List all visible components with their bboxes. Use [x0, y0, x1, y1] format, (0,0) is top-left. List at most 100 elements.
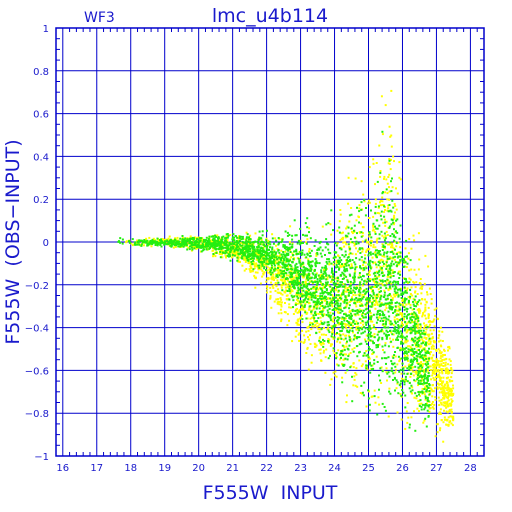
data-point: [316, 280, 319, 283]
data-point: [299, 292, 302, 295]
data-point: [292, 313, 295, 315]
data-point: [272, 273, 275, 276]
data-point: [305, 283, 308, 286]
data-point: [387, 356, 390, 359]
data-point: [395, 230, 397, 233]
data-point: [339, 307, 342, 310]
data-point: [208, 235, 211, 238]
data-point: [291, 254, 294, 257]
data-point: [285, 248, 288, 251]
data-point: [381, 261, 384, 264]
data-point: [346, 235, 349, 238]
data-point: [341, 363, 344, 366]
data-point: [254, 240, 257, 243]
data-point: [307, 302, 310, 305]
data-point: [429, 365, 432, 368]
data-point: [446, 401, 449, 404]
data-point: [395, 208, 398, 211]
data-point: [263, 261, 266, 264]
data-point: [374, 277, 377, 280]
data-point: [324, 254, 326, 256]
data-point: [269, 243, 272, 246]
data-point: [393, 160, 395, 163]
data-point: [361, 250, 364, 253]
data-point: [388, 226, 391, 229]
data-point: [280, 301, 283, 304]
data-point: [419, 309, 422, 312]
data-point: [413, 396, 416, 399]
data-point: [308, 263, 311, 266]
data-point: [408, 363, 411, 366]
data-point: [425, 357, 428, 360]
data-point: [369, 361, 371, 364]
data-point: [298, 277, 301, 280]
data-point: [399, 251, 402, 254]
data-point: [405, 266, 408, 268]
data-point: [353, 280, 356, 283]
data-point: [304, 292, 307, 295]
data-point: [337, 289, 340, 292]
data-point: [374, 271, 376, 274]
data-point: [270, 256, 273, 258]
data-point: [393, 316, 396, 319]
data-point: [346, 256, 349, 259]
data-point: [297, 311, 300, 314]
data-point: [356, 232, 358, 235]
data-point: [380, 290, 382, 293]
data-point: [366, 300, 369, 303]
data-point: [432, 390, 435, 393]
data-point: [341, 381, 344, 384]
data-point: [337, 364, 340, 367]
data-point: [265, 264, 268, 267]
data-point: [303, 304, 306, 307]
data-point: [439, 360, 442, 363]
data-point: [250, 263, 253, 266]
data-point: [425, 368, 427, 371]
data-point: [297, 297, 300, 300]
data-point: [443, 409, 445, 412]
data-point: [439, 401, 442, 404]
data-point: [275, 285, 278, 288]
data-point: [399, 349, 402, 352]
data-point: [250, 260, 253, 263]
data-point: [386, 278, 389, 281]
data-point: [327, 321, 330, 323]
data-point: [302, 301, 305, 304]
data-point: [412, 329, 415, 332]
data-point: [134, 243, 137, 246]
data-point: [140, 239, 143, 242]
data-point: [383, 314, 386, 316]
data-point: [421, 387, 424, 390]
data-point: [320, 327, 323, 330]
data-point: [321, 301, 323, 304]
data-point: [417, 345, 420, 348]
data-point: [402, 379, 405, 382]
data-point: [405, 338, 408, 341]
data-point: [291, 260, 294, 263]
data-point: [388, 257, 391, 260]
data-point: [278, 266, 281, 269]
data-point: [377, 344, 379, 346]
data-point: [406, 402, 409, 404]
data-point: [337, 311, 340, 314]
data-point: [364, 292, 367, 295]
data-point: [308, 231, 310, 234]
data-point: [413, 305, 416, 307]
data-point: [402, 369, 405, 372]
data-point: [199, 239, 202, 242]
data-point: [343, 322, 346, 325]
data-point: [406, 380, 409, 383]
data-point: [214, 242, 217, 245]
data-point: [415, 324, 418, 327]
data-point: [416, 318, 419, 321]
data-point: [333, 251, 336, 253]
data-point: [433, 369, 436, 372]
data-point: [381, 314, 384, 317]
data-point: [424, 325, 427, 328]
data-point: [314, 286, 317, 289]
data-point: [377, 295, 380, 298]
data-point: [411, 392, 413, 395]
data-point: [306, 285, 309, 288]
data-point: [306, 294, 309, 297]
data-point: [377, 261, 380, 263]
